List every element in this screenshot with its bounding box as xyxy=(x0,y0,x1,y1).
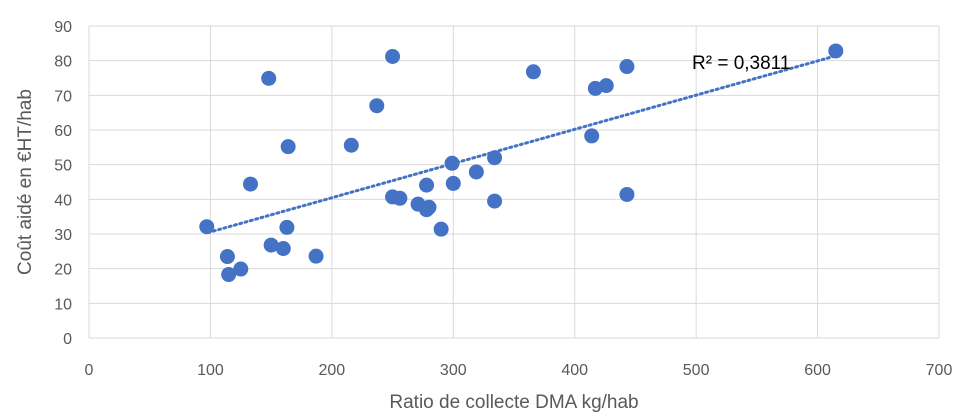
x-tick-labels: 0 100 200 300 400 500 600 700 xyxy=(85,362,953,379)
y-tick-label: 80 xyxy=(54,54,72,71)
x-tick-label: 700 xyxy=(926,362,953,379)
y-tick-label: 30 xyxy=(54,227,72,244)
x-tick-label: 300 xyxy=(440,362,467,379)
trendline-group xyxy=(206,54,838,235)
data-point xyxy=(584,128,600,144)
gridlines xyxy=(88,25,940,339)
data-point xyxy=(392,190,408,206)
data-point xyxy=(221,267,237,283)
data-point xyxy=(598,78,614,94)
data-point xyxy=(199,219,215,235)
data-points xyxy=(199,43,844,283)
data-point xyxy=(219,249,235,265)
data-point xyxy=(343,137,359,153)
trendline xyxy=(206,54,838,235)
data-point xyxy=(619,59,635,75)
x-tick-label: 100 xyxy=(197,362,224,379)
x-tick-label: 500 xyxy=(683,362,710,379)
x-tick-label: 600 xyxy=(804,362,831,379)
data-point xyxy=(280,139,296,155)
y-tick-label: 90 xyxy=(54,19,72,36)
x-tick-label: 0 xyxy=(85,362,94,379)
y-tick-label: 0 xyxy=(63,331,72,348)
x-tick-label: 400 xyxy=(561,362,588,379)
data-point xyxy=(275,241,291,257)
x-axis-title: Ratio de collecte DMA kg/hab xyxy=(389,392,638,413)
data-point xyxy=(487,150,503,166)
data-point xyxy=(261,70,277,86)
data-point xyxy=(444,155,460,171)
data-point xyxy=(525,64,541,80)
data-point xyxy=(828,43,844,59)
data-point xyxy=(233,261,249,277)
y-tick-label: 40 xyxy=(54,192,72,209)
x-tick-label: 200 xyxy=(319,362,346,379)
r-squared-annotation: R² = 0,3811 xyxy=(692,53,790,74)
y-tick-label: 20 xyxy=(54,262,72,279)
data-point xyxy=(243,176,258,192)
data-point xyxy=(487,193,503,209)
data-point xyxy=(263,237,279,253)
y-tick-label: 50 xyxy=(54,158,72,175)
y-tick-labels: 0 10 20 30 40 50 60 70 80 90 xyxy=(54,19,72,348)
y-tick-label: 70 xyxy=(54,88,72,105)
data-point xyxy=(433,221,449,237)
data-point xyxy=(421,199,437,215)
data-point xyxy=(369,98,385,114)
data-point xyxy=(619,186,635,202)
data-point xyxy=(445,175,461,191)
data-point xyxy=(308,248,324,264)
data-point xyxy=(468,164,484,180)
data-point xyxy=(279,219,295,235)
y-axis-title: Coût aidé en €HT/hab xyxy=(15,89,36,275)
y-tick-label: 60 xyxy=(54,123,72,140)
y-tick-label: 10 xyxy=(54,296,72,313)
data-point xyxy=(419,177,435,193)
data-point xyxy=(385,49,401,65)
